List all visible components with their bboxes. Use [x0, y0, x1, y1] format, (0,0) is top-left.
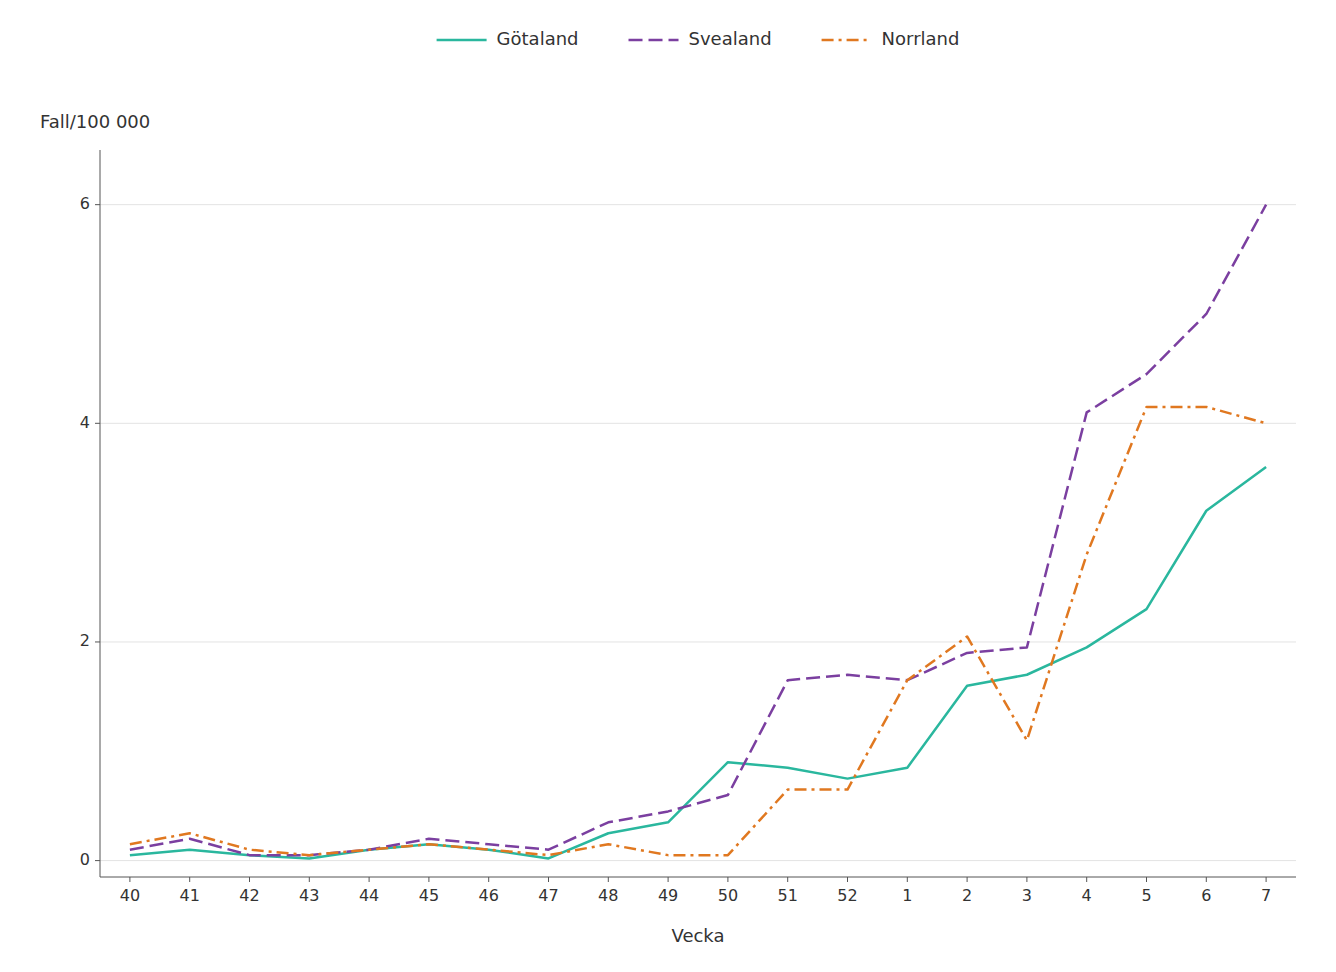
x-tick: [488, 877, 489, 882]
x-tick-label: 2: [962, 886, 972, 905]
legend-swatch: [629, 39, 679, 42]
x-axis-line: [100, 877, 1296, 878]
x-tick: [1206, 877, 1207, 882]
x-tick-label: 45: [419, 886, 439, 905]
chart: 0246404142434445464748495051521234567Vec…: [0, 0, 1336, 972]
x-tick-label: 42: [239, 886, 259, 905]
grid: [100, 205, 1296, 861]
y-tick: [95, 423, 100, 424]
x-tick-label: 4: [1082, 886, 1092, 905]
x-tick-label: 3: [1022, 886, 1032, 905]
y-tick-label: 6: [80, 194, 90, 213]
x-tick: [1146, 877, 1147, 882]
x-tick-label: 40: [120, 886, 140, 905]
legend-label: Götaland: [497, 28, 579, 49]
x-tick: [1266, 877, 1267, 882]
legend-label: Norrland: [882, 28, 960, 49]
chart-container: 0246404142434445464748495051521234567Vec…: [0, 0, 1336, 972]
x-tick-label: 47: [538, 886, 558, 905]
x-tick-label: 43: [299, 886, 319, 905]
y-tick: [95, 641, 100, 642]
y-tick: [95, 860, 100, 861]
grid-line: [100, 423, 1296, 424]
series-line: [130, 205, 1266, 855]
x-tick: [967, 877, 968, 882]
legend-item: Götaland: [437, 28, 579, 49]
y-axis-label: Fall/100 000: [40, 111, 150, 132]
x-tick: [1086, 877, 1087, 882]
x-tick: [787, 877, 788, 882]
series-line: [130, 467, 1266, 858]
grid-line: [100, 860, 1296, 861]
legend: Götaland Svealand Norrland: [437, 28, 960, 49]
series-line: [130, 407, 1266, 855]
x-tick: [249, 877, 250, 882]
x-tick: [428, 877, 429, 882]
y-tick: [95, 204, 100, 205]
x-tick-label: 46: [479, 886, 499, 905]
x-tick-label: 44: [359, 886, 379, 905]
x-tick: [129, 877, 130, 882]
x-tick: [608, 877, 609, 882]
y-tick-label: 0: [80, 850, 90, 869]
x-tick: [189, 877, 190, 882]
x-tick: [668, 877, 669, 882]
axes: 0246404142434445464748495051521234567: [80, 150, 1296, 905]
x-tick-label: 7: [1261, 886, 1271, 905]
legend-swatch: [437, 39, 487, 42]
legend-swatch: [822, 39, 872, 42]
grid-line: [100, 641, 1296, 642]
x-tick-label: 6: [1201, 886, 1211, 905]
grid-line: [100, 204, 1296, 205]
legend-item: Svealand: [629, 28, 772, 49]
x-axis-label: Vecka: [671, 925, 724, 946]
x-tick-label: 1: [902, 886, 912, 905]
x-tick: [727, 877, 728, 882]
x-tick-label: 49: [658, 886, 678, 905]
x-tick-label: 51: [778, 886, 798, 905]
x-tick: [847, 877, 848, 882]
x-tick: [1026, 877, 1027, 882]
x-tick-label: 41: [180, 886, 200, 905]
x-tick-label: 50: [718, 886, 738, 905]
x-tick-label: 52: [837, 886, 857, 905]
legend-item: Norrland: [822, 28, 960, 49]
x-tick: [907, 877, 908, 882]
y-tick-label: 4: [80, 413, 90, 432]
x-tick-label: 48: [598, 886, 618, 905]
x-tick: [369, 877, 370, 882]
x-tick: [309, 877, 310, 882]
y-tick-label: 2: [80, 631, 90, 650]
y-axis-line: [100, 150, 101, 877]
series-group: [130, 205, 1266, 859]
x-tick-label: 5: [1141, 886, 1151, 905]
x-tick: [548, 877, 549, 882]
legend-label: Svealand: [689, 28, 772, 49]
